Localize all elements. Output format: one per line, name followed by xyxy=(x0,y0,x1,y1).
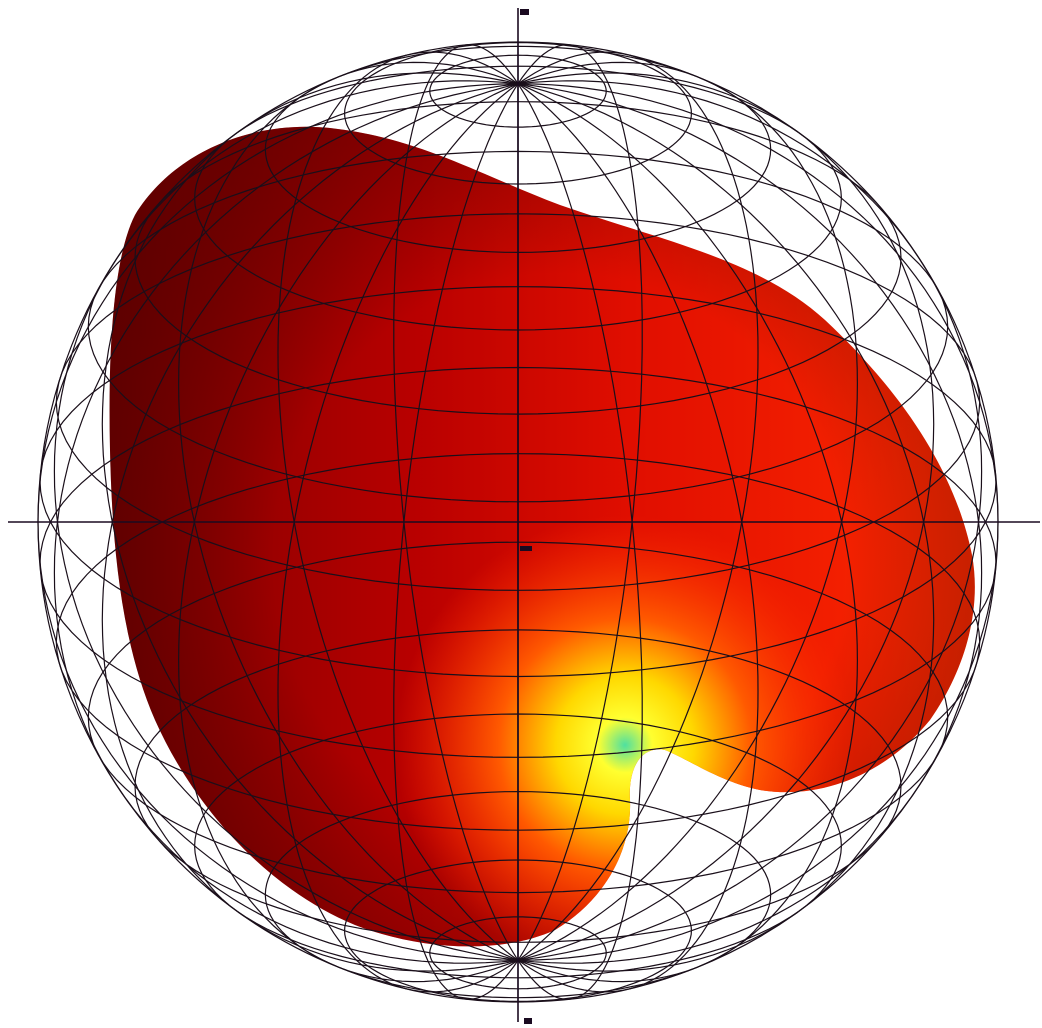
meridian-line xyxy=(277,83,519,993)
meridian-line xyxy=(53,83,519,964)
axis-end-marker-top xyxy=(520,9,529,15)
axis-end-marker-bottom xyxy=(524,1018,532,1024)
axis-origin-marker xyxy=(520,546,532,551)
meridian-line xyxy=(101,72,519,961)
meridian-line xyxy=(517,51,759,961)
meridian-line xyxy=(517,80,983,961)
meridian-line xyxy=(517,72,935,961)
coordinate-axes xyxy=(8,8,1040,1024)
meridian-line xyxy=(101,83,519,972)
meridian-line xyxy=(517,83,983,964)
meridian-line xyxy=(517,83,935,972)
meridian-line xyxy=(53,80,519,961)
